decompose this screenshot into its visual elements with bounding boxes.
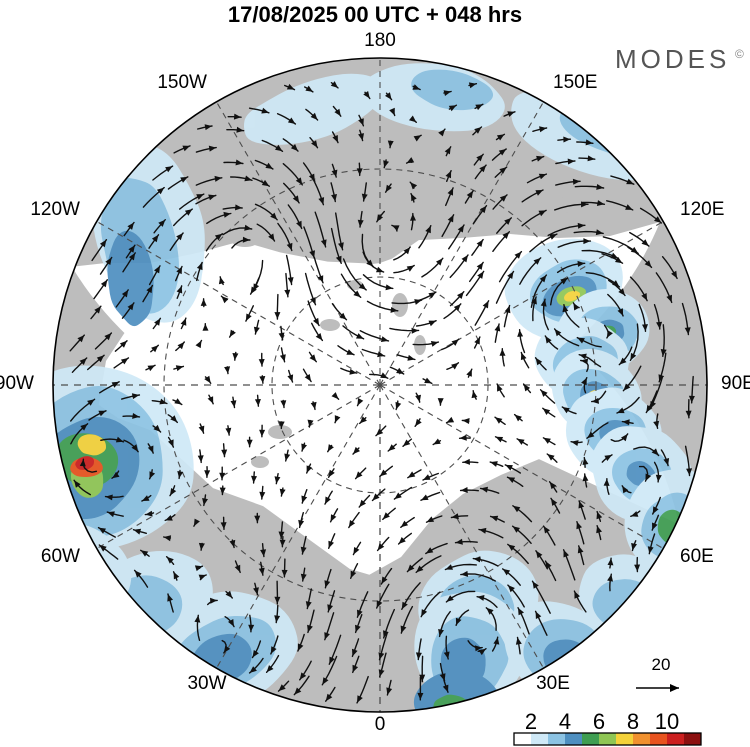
svg-text:90W: 90W [0, 373, 34, 394]
svg-text:17/08/2025 00 UTC + 048 hrs: 17/08/2025 00 UTC + 048 hrs [228, 2, 522, 27]
svg-text:90E: 90E [721, 373, 750, 394]
svg-text:4: 4 [559, 709, 571, 734]
svg-text:150W: 150W [157, 72, 207, 93]
svg-text:8: 8 [627, 709, 639, 734]
svg-text:10: 10 [655, 709, 679, 734]
svg-text:120E: 120E [680, 199, 724, 220]
svg-text:2: 2 [525, 709, 537, 734]
svg-text:20: 20 [652, 655, 671, 674]
svg-text:6: 6 [593, 709, 605, 734]
svg-text:150E: 150E [553, 72, 597, 93]
svg-text:60W: 60W [41, 546, 80, 567]
svg-text:30E: 30E [536, 673, 570, 694]
svg-text:30W: 30W [187, 673, 226, 694]
svg-text:0: 0 [375, 714, 386, 735]
svg-text:180: 180 [364, 30, 396, 51]
svg-text:120W: 120W [30, 199, 80, 220]
svg-text:60E: 60E [680, 546, 714, 567]
svg-text:©: © [735, 47, 744, 61]
svg-text:MODES: MODES [615, 44, 730, 74]
